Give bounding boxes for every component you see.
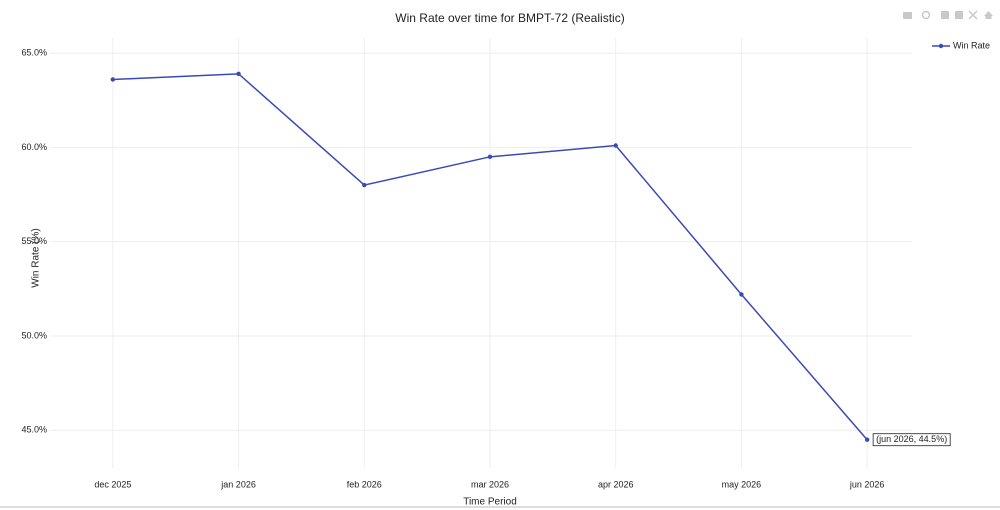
x-tick-label: jun 2026 xyxy=(849,479,885,489)
point xyxy=(864,437,870,442)
y-tick-label: 50.0% xyxy=(21,330,47,340)
chart-title: Win Rate over time for BMPT-72 (Realisti… xyxy=(395,11,624,25)
y-tick-label: 45.0% xyxy=(21,425,47,435)
x-tick-label: apr 2026 xyxy=(598,479,634,489)
point xyxy=(110,77,116,82)
point xyxy=(739,292,744,297)
hover-label: (jun 2026, 44.5%) xyxy=(872,433,951,447)
point xyxy=(613,143,618,148)
hover-text: (jun 2026, 44.5%) xyxy=(876,434,947,444)
zoom-button[interactable] xyxy=(921,10,931,20)
y-tick-label: 55.0% xyxy=(21,236,47,246)
y-tick-label: 65.0% xyxy=(21,47,47,57)
camera-button[interactable] xyxy=(903,12,912,19)
point xyxy=(362,182,367,188)
y-tick-label: 60.0% xyxy=(21,142,47,152)
x-tick-label: feb 2026 xyxy=(347,479,382,489)
zoom-in-button[interactable] xyxy=(941,11,949,19)
point xyxy=(487,154,493,160)
hover-box xyxy=(872,433,951,447)
x-tick-label: jan 2026 xyxy=(220,479,256,489)
reset-button[interactable] xyxy=(984,11,993,19)
x-tick-label: dec 2025 xyxy=(94,479,131,489)
zoom-out-button[interactable] xyxy=(955,11,963,19)
x-tick-label: may 2026 xyxy=(722,479,762,489)
y-axis-title: Win Rate (%) xyxy=(31,228,42,287)
x-tick-label: mar 2026 xyxy=(471,479,509,489)
modebar[interactable] xyxy=(903,10,993,20)
legend-label: Win Rate xyxy=(953,40,990,50)
autoscale-button[interactable] xyxy=(968,10,978,20)
point xyxy=(236,71,241,77)
x-axis-title: Time Period xyxy=(463,497,517,508)
legend-marker xyxy=(938,43,944,49)
